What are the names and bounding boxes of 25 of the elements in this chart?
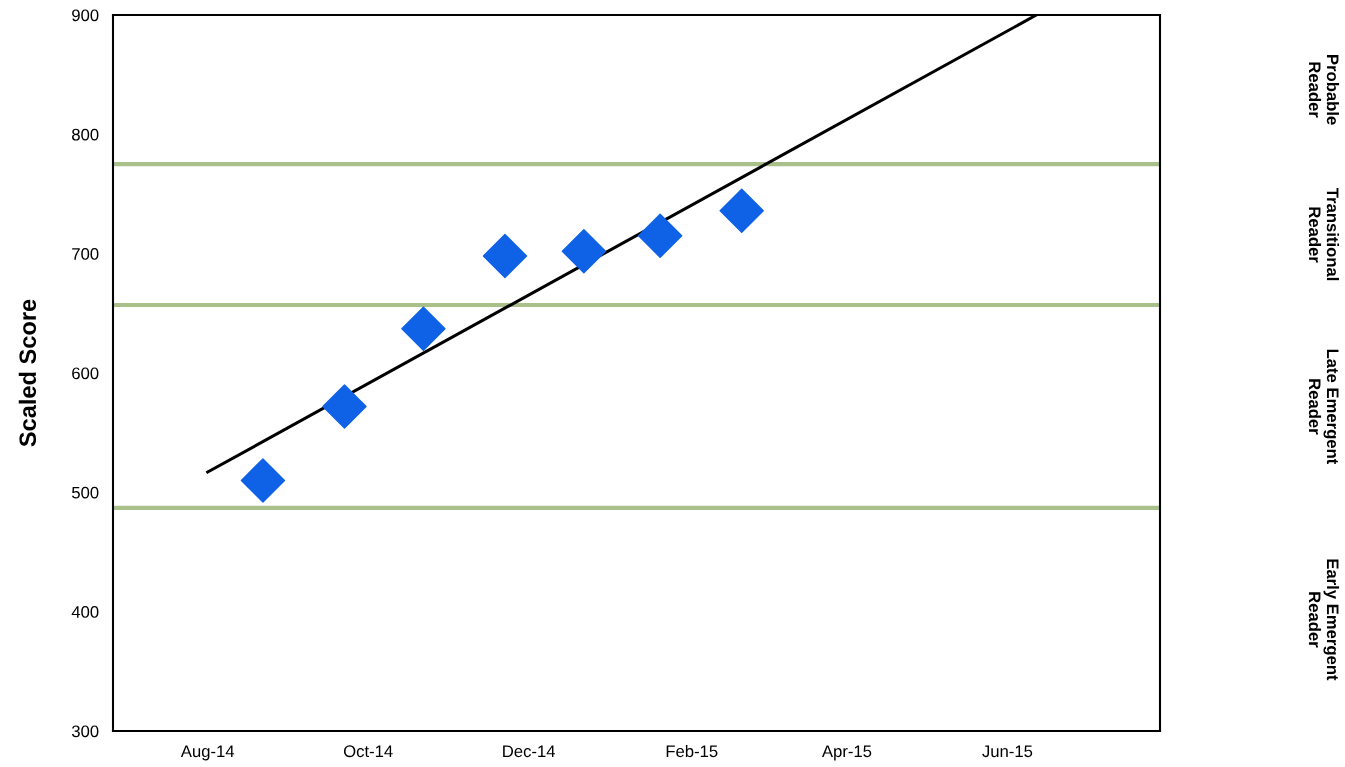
point	[637, 213, 683, 258]
point	[240, 458, 286, 503]
x-tick-label: Feb-15	[666, 744, 718, 758]
point	[719, 188, 764, 233]
y-tick-label: 800	[72, 128, 99, 141]
x-tick-label: Dec-14	[503, 745, 556, 758]
text: Early Emergent Reader	[1308, 559, 1340, 681]
text: Late Emergent Reader	[1308, 349, 1339, 465]
y-tick-label: 400	[71, 606, 99, 618]
text: Probable Reader	[1308, 55, 1340, 125]
text: Transitional Reader	[1308, 187, 1340, 281]
y-tick-label: 600	[72, 367, 99, 380]
x-tick-label: Jun-15	[982, 745, 1033, 758]
x-tick-label: Aug-14	[180, 745, 235, 761]
y-axis-title: Scaled Score	[18, 299, 37, 447]
y-tick-label: 700	[72, 248, 99, 260]
point	[322, 384, 367, 429]
point	[482, 233, 528, 279]
x-tick-label: Oct-14	[343, 745, 393, 758]
y-tick-label: 300	[71, 725, 99, 738]
x-tick-label: Apr-15	[821, 745, 872, 761]
y-tick-label: 500	[71, 486, 99, 499]
point	[401, 306, 446, 352]
y-tick-label: 900	[72, 9, 99, 22]
point	[561, 229, 607, 274]
